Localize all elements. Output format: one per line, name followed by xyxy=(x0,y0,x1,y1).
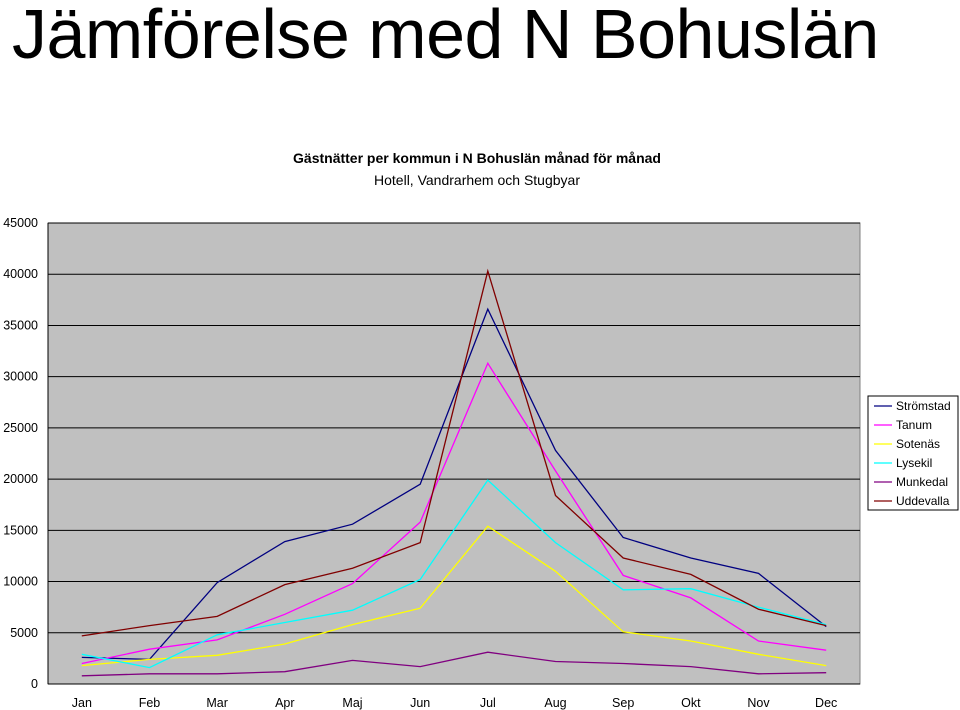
series-line xyxy=(81,268,827,637)
x-tick-label: Mar xyxy=(206,696,228,710)
chart-subtitle: Hotell, Vandrarhem och Stugbyar xyxy=(374,172,580,188)
series-line xyxy=(81,651,827,677)
x-axis-ticks: Jan Feb Mar Apr Maj Jun Jul Aug Sep Okt Nov Dec xyxy=(72,696,838,710)
y-tick-label: 0 xyxy=(31,677,38,691)
series-line xyxy=(81,307,827,661)
x-tick-label: Sep xyxy=(612,696,634,710)
chart-title: Gästnätter per kommun i N Bohuslän månad… xyxy=(293,150,661,166)
y-tick-label: 30000 xyxy=(3,370,38,384)
y-tick-label: 20000 xyxy=(3,472,38,486)
legend-label: Uddevalla xyxy=(896,494,950,508)
y-tick-label: 10000 xyxy=(3,575,38,589)
x-tick-label: Maj xyxy=(342,696,362,710)
series-line xyxy=(81,525,827,667)
page-title: Jämförelse med N Bohuslän xyxy=(12,0,879,73)
legend-label: Tanum xyxy=(896,418,932,432)
legend-label: Sotenäs xyxy=(896,437,940,451)
y-tick-label: 35000 xyxy=(3,318,38,332)
axes xyxy=(47,223,860,685)
series-line xyxy=(81,479,827,669)
y-tick-label: 15000 xyxy=(3,523,38,537)
x-tick-label: Dec xyxy=(815,696,837,710)
legend: Strömstad Tanum Sotenäs Lysekil Munkedal Udde… xyxy=(867,395,959,511)
legend-label: Lysekil xyxy=(896,456,932,470)
x-tick-label: Apr xyxy=(275,696,294,710)
y-axis-ticks: 0 5000 10000 15000 20000 25000 30000 35000 40000… xyxy=(3,216,38,691)
legend-label: Strömstad xyxy=(896,399,951,413)
x-tick-label: Jul xyxy=(480,696,496,710)
legend-box xyxy=(867,395,959,511)
x-tick-label: Feb xyxy=(139,696,161,710)
x-tick-label: Okt xyxy=(681,696,701,710)
x-tick-label: Jun xyxy=(410,696,430,710)
plot-area xyxy=(47,222,861,685)
y-tick-label: 5000 xyxy=(10,626,38,640)
y-tick-label: 25000 xyxy=(3,421,38,435)
x-tick-label: Aug xyxy=(544,696,566,710)
y-tick-label: 45000 xyxy=(3,216,38,230)
y-tick-label: 40000 xyxy=(3,267,38,281)
series-lines xyxy=(81,268,827,677)
x-tick-label: Nov xyxy=(747,696,770,710)
series-line xyxy=(81,361,827,665)
x-tick-label: Jan xyxy=(72,696,92,710)
legend-label: Munkedal xyxy=(896,475,948,489)
